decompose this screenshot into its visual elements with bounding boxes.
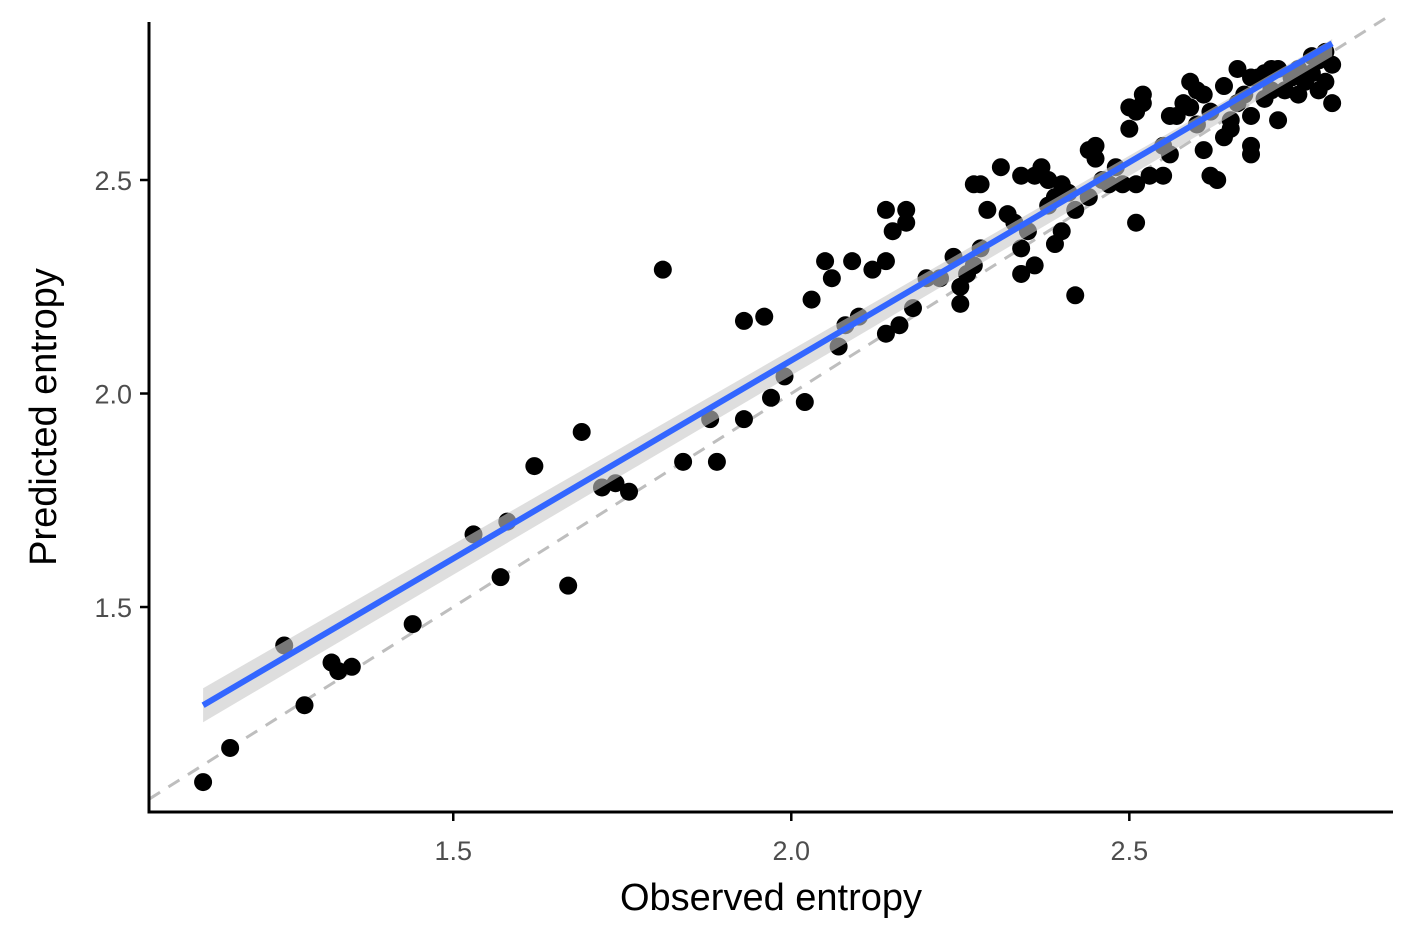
data-point <box>1039 171 1058 189</box>
data-point <box>734 410 753 429</box>
data-point <box>1242 106 1261 125</box>
y-axis-title: Predicted entropy <box>23 268 65 566</box>
data-point <box>525 457 544 476</box>
data-point <box>491 568 510 587</box>
data-point <box>1012 239 1031 258</box>
data-point <box>1323 55 1342 74</box>
identity-line <box>148 12 1394 801</box>
data-point <box>876 324 895 343</box>
data-point <box>795 393 814 412</box>
data-point <box>822 269 841 288</box>
data-point <box>194 773 213 792</box>
data-point <box>221 738 240 757</box>
data-point <box>1269 111 1288 130</box>
fit-line <box>201 40 1334 708</box>
x-tick-label: 2.0 <box>773 836 811 866</box>
data-point <box>707 452 726 471</box>
data-point <box>890 316 909 335</box>
x-axis-title: Observed entropy <box>620 877 922 919</box>
data-point <box>1120 119 1139 138</box>
data-point <box>1012 166 1031 185</box>
data-point <box>991 158 1010 177</box>
data-point <box>1181 98 1200 117</box>
data-point <box>1086 136 1105 155</box>
data-point <box>978 200 997 219</box>
data-point <box>1127 213 1146 232</box>
data-point <box>1066 286 1085 305</box>
x-tick-label: 1.5 <box>434 836 472 866</box>
data-point <box>1194 141 1213 160</box>
y-tick-label: 1.5 <box>94 593 132 623</box>
data-point <box>342 657 361 676</box>
data-point <box>295 696 314 715</box>
data-point <box>755 307 774 326</box>
data-point <box>403 615 422 634</box>
data-point <box>762 388 780 407</box>
x-tick-label: 2.5 <box>1111 836 1149 866</box>
data-point <box>1208 171 1227 189</box>
data-point <box>620 482 639 501</box>
data-point <box>951 294 970 313</box>
data-point <box>1228 59 1247 78</box>
data-point <box>1316 72 1335 91</box>
data-point <box>1127 175 1146 194</box>
data-point <box>1214 77 1233 96</box>
data-point <box>1154 166 1173 185</box>
data-point <box>897 200 916 219</box>
data-point <box>863 260 882 279</box>
data-point <box>876 252 895 271</box>
data-point <box>572 422 591 441</box>
data-point <box>674 452 693 471</box>
y-tick-label: 2.5 <box>94 166 132 196</box>
y-tick-label: 2.0 <box>94 380 132 410</box>
data-point <box>1242 145 1261 164</box>
data-point <box>1221 119 1240 138</box>
data-point <box>971 175 990 194</box>
data-point <box>734 311 753 330</box>
data-point <box>816 252 835 271</box>
data-point <box>329 662 348 681</box>
data-point <box>1086 149 1105 168</box>
data-point <box>653 260 672 279</box>
data-point <box>1194 85 1213 104</box>
data-point <box>1133 94 1152 113</box>
data-point <box>1140 166 1159 185</box>
data-point <box>559 576 578 595</box>
data-point <box>1052 222 1071 241</box>
data-point <box>1323 94 1342 113</box>
data-point <box>897 213 916 232</box>
data-point <box>1025 256 1044 275</box>
plot-area <box>148 12 1394 801</box>
data-point <box>876 200 895 219</box>
axes: 1.5 2.0 2.5 1.5 2.0 2.5 <box>94 22 1393 866</box>
data-point <box>1012 264 1031 283</box>
data-point <box>843 252 862 271</box>
data-point <box>802 290 821 309</box>
data-point <box>883 222 902 241</box>
